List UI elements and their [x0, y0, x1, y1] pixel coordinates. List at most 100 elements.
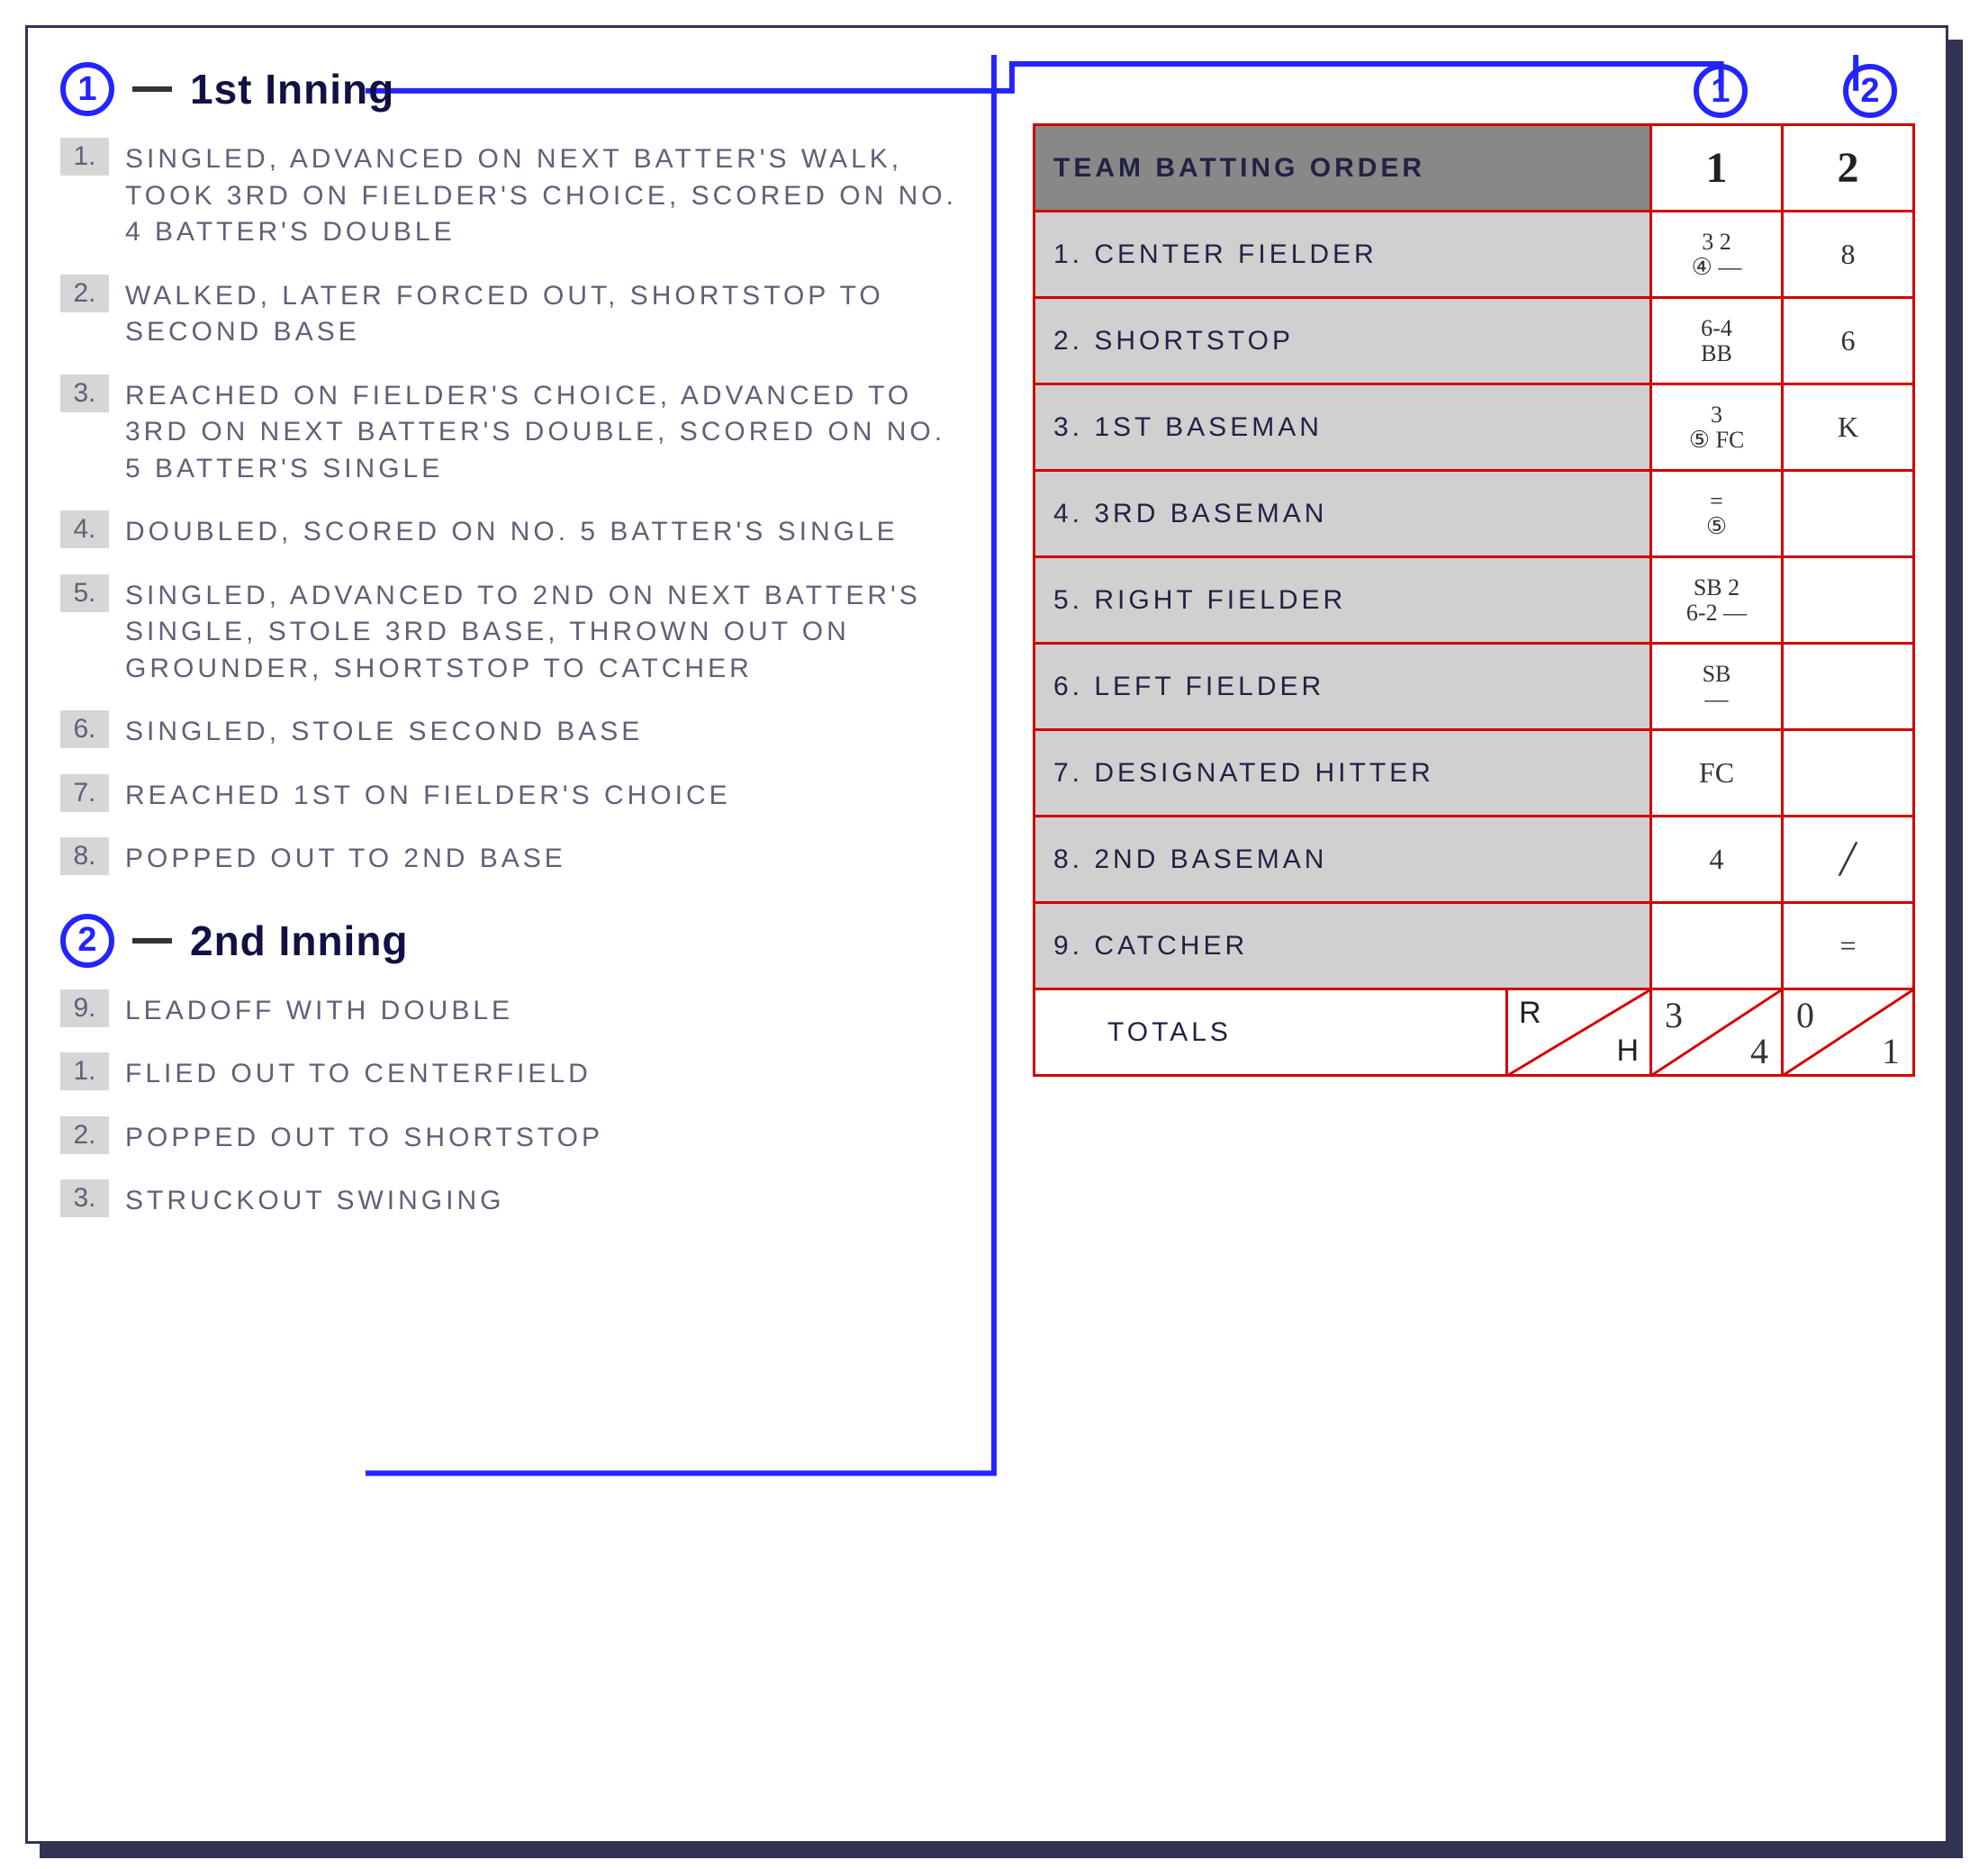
- col-marker-2: 2: [1843, 64, 1897, 118]
- play-item: 4.DOUBLED, SCORED ON NO. 5 BATTER'S SING…: [60, 510, 970, 551]
- play-text: POPPED OUT TO 2ND BASE: [125, 837, 566, 878]
- position-cell: 2. SHORTSTOP: [1035, 298, 1651, 384]
- play-item: 2.POPPED OUT TO SHORTSTOP: [60, 1116, 970, 1157]
- score-cell: [1783, 730, 1914, 817]
- play-number: 3.: [60, 1179, 109, 1217]
- play-item: 3.REACHED ON FIELDER'S CHOICE, ADVANCED …: [60, 375, 970, 488]
- table-row: 1. CENTER FIELDER3 2④ —8: [1035, 212, 1914, 298]
- scorecard-body: 1. CENTER FIELDER3 2④ —82. SHORTSTOP6-4B…: [1035, 212, 1914, 989]
- score-cell: K: [1783, 384, 1914, 471]
- play-text: SINGLED, ADVANCED ON NEXT BATTER'S WALK,…: [125, 138, 970, 251]
- scorecard-table: TEAM BATTING ORDER 1 2 1. CENTER FIELDER…: [1033, 123, 1915, 1077]
- position-cell: 8. 2ND BASEMAN: [1035, 817, 1651, 903]
- inning-title: 1st Inning: [190, 65, 394, 113]
- panel-content: 1 1st Inning 1. SINGLED, ADVANCED ON NEXT B…: [60, 55, 1913, 1814]
- totals-label: TOTALS: [1035, 1017, 1232, 1047]
- play-item: 2. WALKED, LATER FORCED OUT, SHORTSTOP TO…: [60, 275, 970, 351]
- dash: [132, 938, 172, 944]
- position-cell: 1. CENTER FIELDER: [1035, 212, 1651, 298]
- totals-inning1: 3 4: [1651, 989, 1783, 1076]
- inning-circle: 2: [60, 914, 114, 968]
- play-item: 5. SINGLED, ADVANCED TO 2ND ON NEXT BATTE…: [60, 574, 970, 688]
- score-cell: FC: [1651, 730, 1783, 817]
- play-number: 2.: [60, 275, 109, 312]
- play-list: 9. LEADOFF WITH DOUBLE 1. FLIED OUT TO CENT…: [60, 989, 970, 1220]
- play-text: REACHED 1ST ON FIELDER'S CHOICE: [125, 774, 731, 815]
- table-row: 6. LEFT FIELDERSB—: [1035, 644, 1914, 730]
- score-cell: 8: [1783, 212, 1914, 298]
- totals-label-cell: TOTALS R H: [1035, 989, 1651, 1076]
- panel: 1 1st Inning 1. SINGLED, ADVANCED ON NEXT B…: [25, 25, 1948, 1844]
- totals-i2-h: 1: [1882, 1030, 1900, 1072]
- batting-order-header: TEAM BATTING ORDER: [1035, 125, 1651, 212]
- rh-h-label: H: [1616, 1034, 1639, 1069]
- play-number: 1.: [60, 1052, 109, 1090]
- play-text: WALKED, LATER FORCED OUT, SHORTSTOP TO S…: [125, 275, 970, 351]
- inning-col-markers: 1 2: [1694, 64, 1915, 118]
- rh-r-label: R: [1519, 996, 1541, 1031]
- play-number: 6.: [60, 710, 109, 748]
- table-row: 9. CATCHER =: [1035, 903, 1914, 989]
- play-text: FLIED OUT TO CENTERFIELD: [125, 1052, 592, 1093]
- play-item: 6.SINGLED, STOLE SECOND BASE: [60, 710, 970, 751]
- table-row: 3. 1ST BASEMAN3⑤ FCK: [1035, 384, 1914, 471]
- position-cell: 6. LEFT FIELDER: [1035, 644, 1651, 730]
- inning-circle: 1: [60, 62, 114, 116]
- inning-col-1-header: 1: [1651, 125, 1783, 212]
- play-text: STRUCKOUT SWINGING: [125, 1179, 504, 1220]
- score-cell: [1783, 644, 1914, 730]
- play-item: 9. LEADOFF WITH DOUBLE: [60, 989, 970, 1030]
- play-number: 1.: [60, 138, 109, 176]
- rh-box: R H: [1505, 990, 1649, 1074]
- play-number: 9.: [60, 989, 109, 1027]
- play-text: POPPED OUT TO SHORTSTOP: [125, 1116, 603, 1157]
- dash: [132, 86, 172, 92]
- table-header-row: TEAM BATTING ORDER 1 2: [1035, 125, 1914, 212]
- totals-inning2: 0 1: [1783, 989, 1914, 1076]
- totals-i1-h: 4: [1750, 1030, 1768, 1072]
- score-cell: =⑤: [1651, 471, 1783, 557]
- score-cell: 6-4BB: [1651, 298, 1783, 384]
- left-column: 1 1st Inning 1. SINGLED, ADVANCED ON NEXT B…: [60, 55, 970, 1256]
- play-item: 7. REACHED 1ST ON FIELDER'S CHOICE: [60, 774, 970, 815]
- totals-i2-r: 0: [1796, 994, 1814, 1036]
- position-cell: 7. DESIGNATED HITTER: [1035, 730, 1651, 817]
- inning-col-2-header: 2: [1783, 125, 1914, 212]
- position-cell: 5. RIGHT FIELDER: [1035, 557, 1651, 644]
- play-text: SINGLED, ADVANCED TO 2ND ON NEXT BATTER'…: [125, 574, 970, 688]
- play-number: 5.: [60, 574, 109, 612]
- innings-mount: 1 1st Inning 1. SINGLED, ADVANCED ON NEXT B…: [60, 62, 970, 1220]
- score-cell: =: [1783, 903, 1914, 989]
- play-number: 7.: [60, 774, 109, 812]
- table-row: 8. 2ND BASEMAN4╱: [1035, 817, 1914, 903]
- play-number: 4.: [60, 510, 109, 548]
- play-text: REACHED ON FIELDER'S CHOICE, ADVANCED TO…: [125, 375, 970, 488]
- table-row: 7. DESIGNATED HITTERFC: [1035, 730, 1914, 817]
- score-cell: 3⑤ FC: [1651, 384, 1783, 471]
- position-cell: 9. CATCHER: [1035, 903, 1651, 989]
- inning-title: 2nd Inning: [190, 916, 409, 965]
- score-cell: [1783, 471, 1914, 557]
- scorecard: 1 2 TEAM BATTING ORDER 1 2 1. CENTER FIE…: [1033, 123, 1915, 1077]
- play-text: LEADOFF WITH DOUBLE: [125, 989, 513, 1030]
- position-cell: 4. 3RD BASEMAN: [1035, 471, 1651, 557]
- table-row: 5. RIGHT FIELDERSB 26-2 —: [1035, 557, 1914, 644]
- totals-row: TOTALS R H: [1035, 989, 1914, 1076]
- table-row: 4. 3RD BASEMAN=⑤: [1035, 471, 1914, 557]
- col-marker-1: 1: [1694, 64, 1748, 118]
- score-cell: SB—: [1651, 644, 1783, 730]
- score-cell: 6: [1783, 298, 1914, 384]
- score-cell: SB 26-2 —: [1651, 557, 1783, 644]
- inning-header: 2 2nd Inning: [60, 914, 970, 968]
- score-cell: ╱: [1783, 817, 1914, 903]
- score-cell: 3 2④ —: [1651, 212, 1783, 298]
- play-list: 1. SINGLED, ADVANCED ON NEXT BATTER'S WAL…: [60, 138, 970, 878]
- score-cell: 4: [1651, 817, 1783, 903]
- inning-header: 1 1st Inning: [60, 62, 970, 116]
- play-item: 1. FLIED OUT TO CENTERFIELD: [60, 1052, 970, 1093]
- position-cell: 3. 1ST BASEMAN: [1035, 384, 1651, 471]
- score-cell: [1651, 903, 1783, 989]
- play-item: 8.POPPED OUT TO 2ND BASE: [60, 837, 970, 878]
- diagram-container: 1 1st Inning 1. SINGLED, ADVANCED ON NEXT B…: [25, 25, 1963, 1844]
- play-item: 3. STRUCKOUT SWINGING: [60, 1179, 970, 1220]
